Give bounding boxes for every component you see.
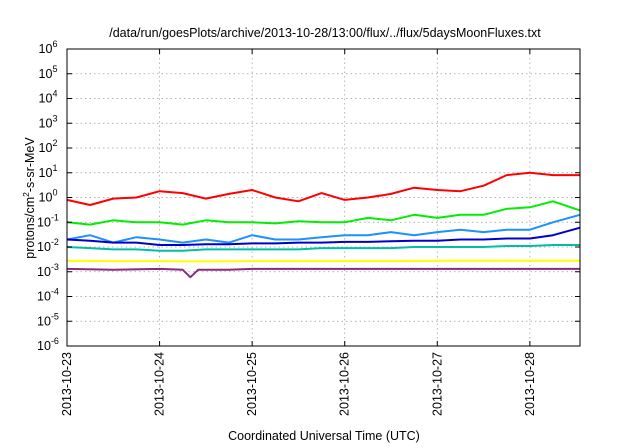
series-line-6 [66,259,580,263]
x-tick-label: 2013-10-24 [153,352,167,416]
y-tick-label: 10-5 [37,311,59,328]
y-tick-label: 10-1 [37,212,59,229]
y-tick-label: 100 [39,188,58,205]
chart-title: /data/run/goesPlots/archive/2013-10-28/1… [109,26,541,40]
y-tick-label: 102 [39,138,58,155]
y-tick-label: 10-4 [37,287,59,304]
y-tick-label: 106 [39,39,58,56]
y-tick-label: 101 [39,163,58,180]
y-tick-label: 10-6 [37,336,59,353]
y-axis-label: protons/cm2-s-sr-MeV [21,137,37,259]
y-tick-label: 10-3 [37,262,59,279]
x-tick-label: 2013-10-28 [523,352,537,416]
y-tick-label: 103 [39,113,58,130]
x-axis: 2013-10-23 2013-10-24 2013-10-25 2013-10-26… [60,49,537,416]
grid [67,49,580,346]
x-tick-label: 2013-10-26 [338,352,352,416]
series-line-7 [66,267,580,279]
series-line-5 [66,244,580,252]
x-tick-label: 2013-10-25 [245,352,259,416]
series-line-3 [66,213,581,244]
y-tick-label: 105 [39,64,58,81]
x-tick-label: 2013-10-23 [60,352,74,416]
y-tick-label: 10-2 [37,237,59,254]
y-axis: 10-6 10-5 10-4 10-3 10-2 10-1 100 101 102 103 104 1… [37,39,580,353]
x-tick-label: 2013-10-27 [430,352,444,416]
x-axis-label: Coordinated Universal Time (UTC) [228,429,420,443]
series-layer [66,171,581,279]
y-tick-label: 104 [39,89,58,106]
series-line-1 [66,171,580,206]
series-line-2 [66,200,581,226]
series-line-4 [66,226,581,246]
